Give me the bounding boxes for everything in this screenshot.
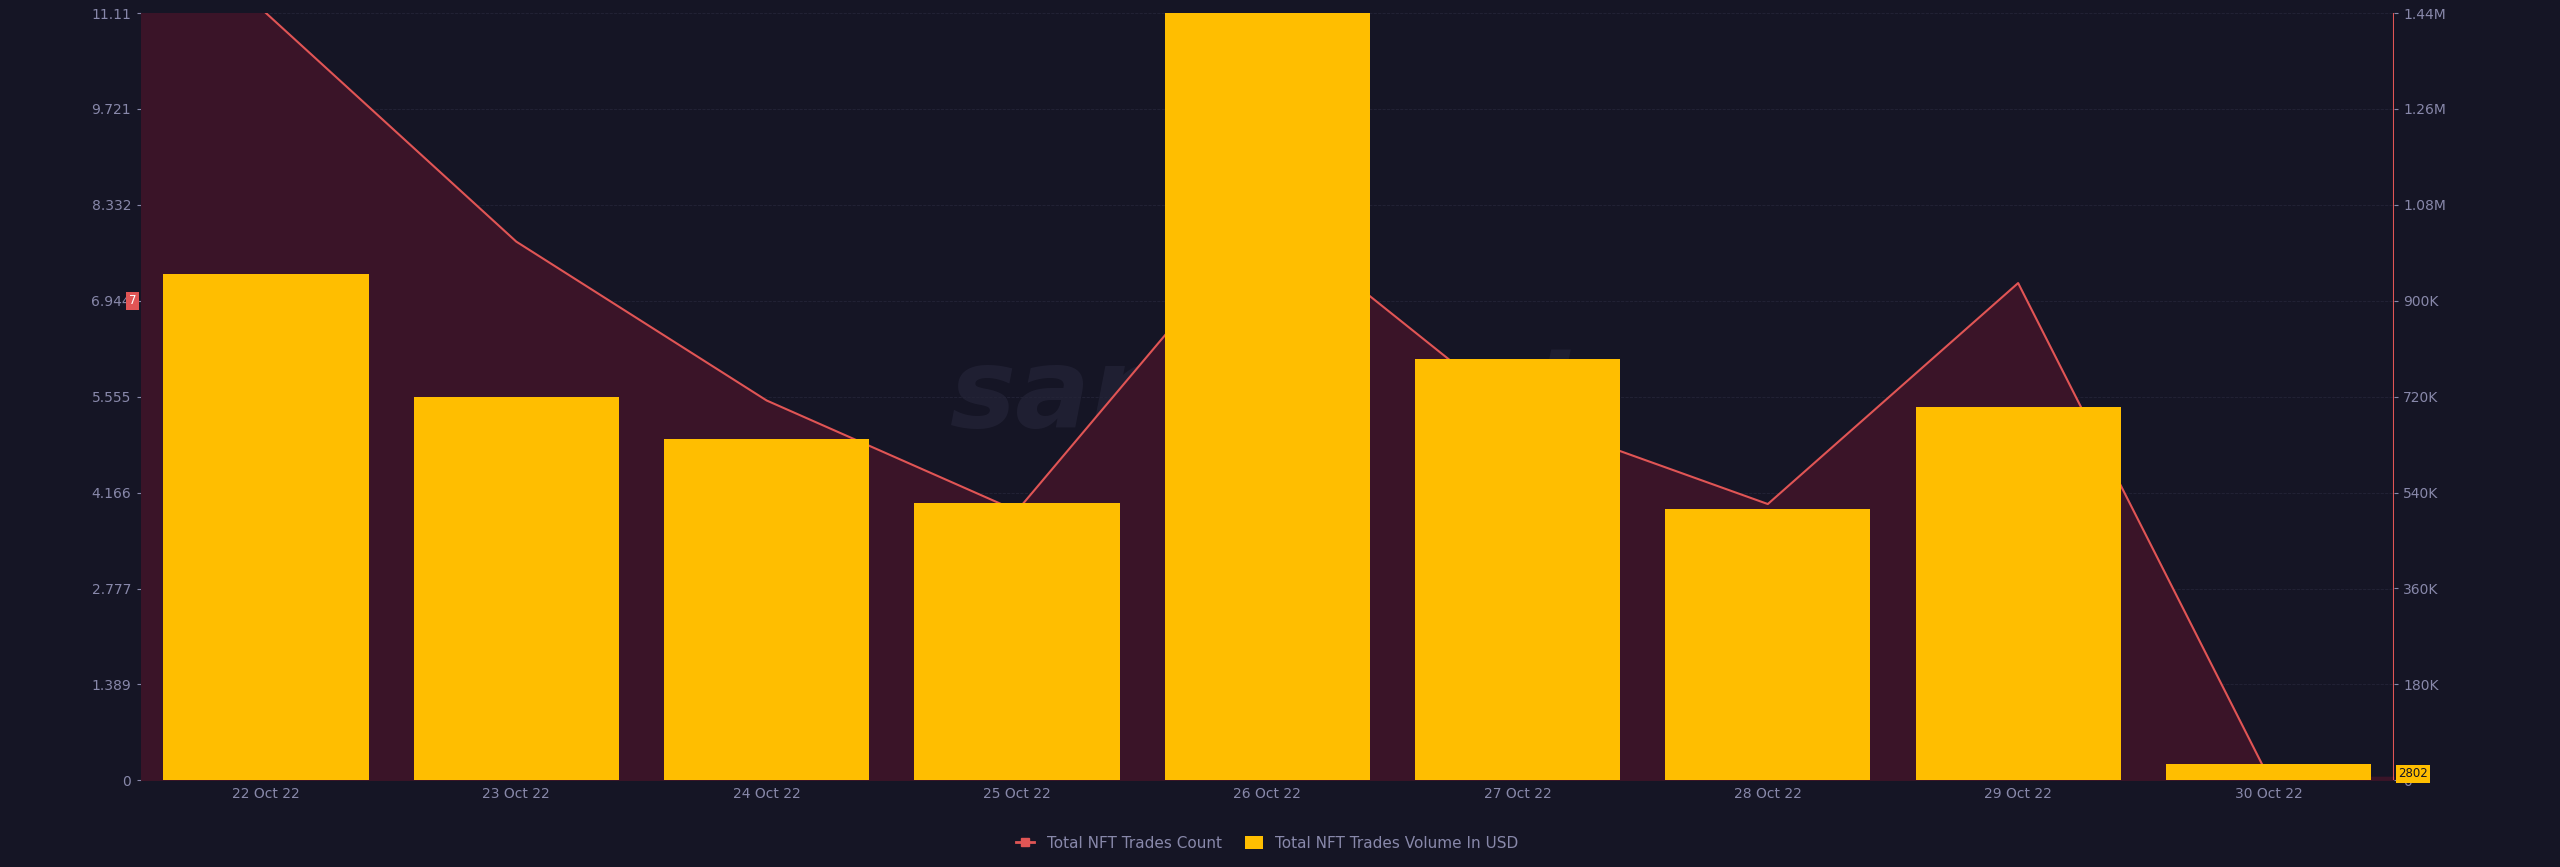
Text: 7: 7 xyxy=(128,294,136,307)
Text: santiment: santiment xyxy=(950,343,1585,450)
Bar xyxy=(415,396,620,780)
Bar xyxy=(663,440,870,780)
Bar xyxy=(1664,509,1871,780)
Bar xyxy=(914,503,1119,780)
Bar xyxy=(1416,359,1620,780)
Text: 2802: 2802 xyxy=(2399,767,2427,780)
Legend: Total NFT Trades Count, Total NFT Trades Volume In USD: Total NFT Trades Count, Total NFT Trades… xyxy=(1011,830,1523,857)
Bar xyxy=(164,274,369,780)
Bar xyxy=(1915,407,2120,780)
Bar xyxy=(2166,765,2371,780)
Bar xyxy=(1165,13,1370,780)
